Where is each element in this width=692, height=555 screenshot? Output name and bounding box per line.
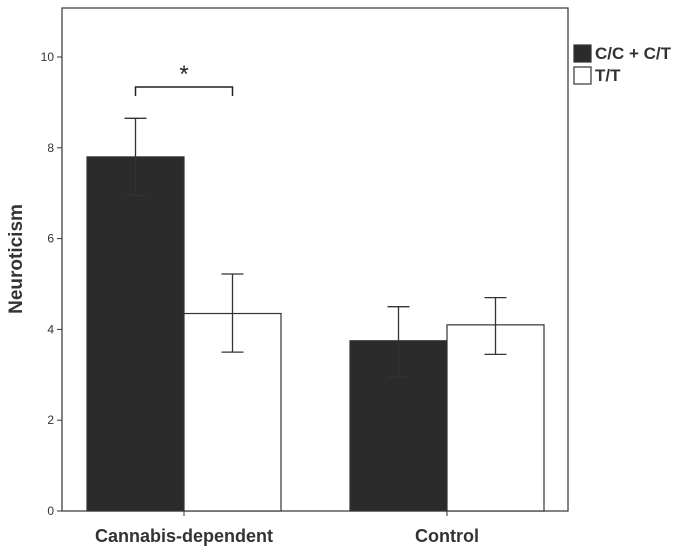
legend: C/C + C/T T/T (573, 44, 672, 85)
y-axis-title: Neuroticism (6, 204, 27, 314)
legend-label: T/T (595, 66, 621, 85)
bars-group (86, 156, 545, 512)
y-tick-label: 2 (47, 413, 54, 427)
y-tick-label: 0 (47, 504, 54, 518)
significance-star: * (179, 61, 188, 88)
legend-swatch (573, 44, 592, 63)
legend-swatch (573, 66, 592, 85)
y-tick-label: 6 (47, 232, 54, 246)
bar-tt-control (446, 324, 545, 512)
significance-bracket (134, 86, 234, 96)
bar-cc-ct-cannabis (86, 156, 185, 512)
axes-group: 0 2 4 6 8 10 Neuroticism Cannabis-dependent Cont… (6, 7, 569, 546)
plot-frame (61, 7, 569, 512)
y-tick-label: 8 (47, 141, 54, 155)
y-tick-label: 4 (47, 322, 54, 336)
x-category-label: Control (415, 526, 479, 546)
significance-annotation: * (134, 61, 234, 96)
y-tick-label: 10 (41, 50, 55, 64)
x-category-label: Cannabis-dependent (95, 526, 273, 546)
error-bars-group (124, 117, 507, 378)
legend-label: C/C + C/T (595, 44, 672, 63)
